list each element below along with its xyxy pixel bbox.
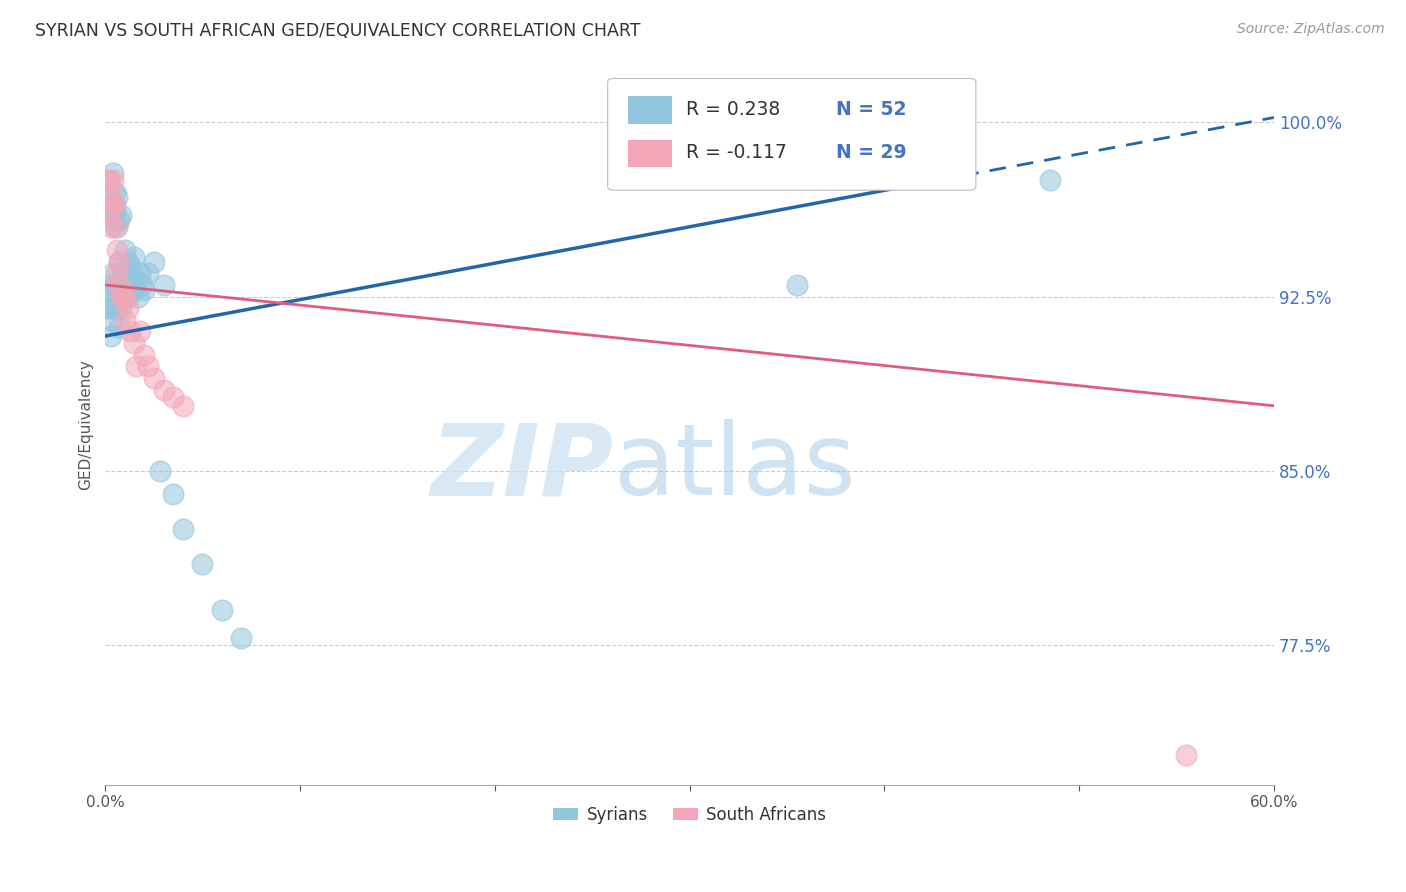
Point: [105, 289, 128, 303]
Point: [105, 301, 128, 315]
Point: [100, 301, 122, 315]
Point: [110, 277, 132, 292]
Point: [142, 254, 165, 268]
Point: [117, 301, 139, 315]
Point: [786, 277, 808, 292]
Bar: [627, 140, 672, 167]
Point: [101, 266, 124, 280]
Point: [120, 325, 142, 339]
Point: [1039, 173, 1062, 187]
Point: [100, 189, 122, 203]
Point: [98, 289, 121, 303]
Point: [110, 301, 132, 315]
Text: N = 52: N = 52: [835, 100, 905, 119]
Point: [105, 266, 128, 280]
Point: [114, 313, 136, 327]
Point: [98, 203, 121, 218]
Point: [98, 173, 121, 187]
Point: [162, 487, 184, 501]
Point: [107, 277, 129, 292]
Text: R = -0.117: R = -0.117: [686, 144, 787, 162]
Point: [149, 464, 172, 478]
Point: [172, 399, 194, 413]
Point: [117, 254, 139, 268]
Point: [107, 254, 129, 268]
Point: [120, 266, 142, 280]
Point: [105, 189, 128, 203]
Y-axis label: GED/Equivalency: GED/Equivalency: [79, 359, 93, 490]
Point: [114, 266, 136, 280]
Point: [104, 277, 127, 292]
Point: [107, 212, 129, 227]
Point: [101, 166, 124, 180]
Point: [127, 289, 149, 303]
Point: [115, 283, 138, 297]
Point: [121, 277, 143, 292]
Point: [101, 196, 124, 211]
Point: [132, 283, 155, 297]
Point: [96, 301, 118, 315]
Point: [115, 277, 138, 292]
Point: [100, 219, 122, 234]
Point: [101, 196, 124, 211]
Point: [110, 289, 132, 303]
Point: [172, 522, 194, 536]
Point: [125, 359, 148, 374]
Point: [132, 348, 155, 362]
Point: [105, 243, 128, 257]
Point: [100, 313, 122, 327]
Point: [100, 329, 122, 343]
Point: [125, 273, 148, 287]
Text: atlas: atlas: [613, 419, 855, 516]
Bar: [627, 96, 672, 124]
Point: [152, 277, 174, 292]
FancyBboxPatch shape: [607, 78, 976, 190]
Point: [124, 283, 146, 297]
Point: [104, 185, 127, 199]
Text: ZIP: ZIP: [430, 419, 613, 516]
Point: [107, 319, 129, 334]
Point: [124, 250, 146, 264]
Point: [104, 203, 127, 218]
Point: [191, 557, 214, 571]
Point: [105, 219, 128, 234]
Point: [142, 371, 165, 385]
Text: SYRIAN VS SOUTH AFRICAN GED/EQUIVALENCY CORRELATION CHART: SYRIAN VS SOUTH AFRICAN GED/EQUIVALENCY …: [35, 22, 641, 40]
Point: [1175, 747, 1198, 762]
Point: [131, 277, 153, 292]
Point: [104, 212, 127, 227]
Point: [162, 390, 184, 404]
Point: [231, 632, 253, 646]
Point: [129, 266, 152, 280]
Point: [120, 260, 142, 274]
Point: [114, 289, 136, 303]
Point: [129, 325, 152, 339]
Point: [136, 266, 159, 280]
Point: [111, 289, 134, 303]
Point: [114, 243, 136, 257]
Text: R = 0.238: R = 0.238: [686, 100, 780, 119]
Point: [107, 254, 129, 268]
Text: N = 29: N = 29: [835, 144, 907, 162]
Point: [211, 603, 233, 617]
Point: [96, 173, 118, 187]
Text: Source: ZipAtlas.com: Source: ZipAtlas.com: [1237, 22, 1385, 37]
Point: [124, 336, 146, 351]
Point: [101, 173, 124, 187]
Legend: Syrians, South Africans: Syrians, South Africans: [547, 799, 832, 830]
Point: [136, 359, 159, 374]
Point: [111, 266, 134, 280]
Point: [152, 383, 174, 397]
Point: [117, 289, 139, 303]
Point: [98, 277, 121, 292]
Point: [104, 196, 127, 211]
Point: [104, 219, 127, 234]
Point: [110, 208, 132, 222]
Point: [111, 283, 134, 297]
